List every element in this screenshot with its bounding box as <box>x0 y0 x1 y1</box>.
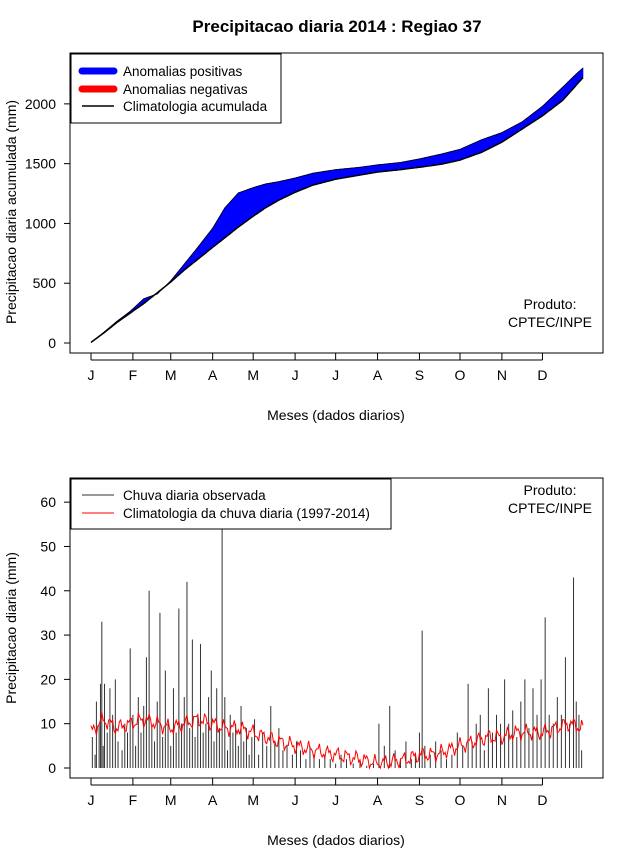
top-xtick-label: J <box>332 367 339 383</box>
top-xtick-label: O <box>455 367 466 383</box>
legend-label-observed: Chuva diaria observada <box>123 488 266 503</box>
climatology-daily-line <box>90 711 584 770</box>
legend-label-positive: Anomalias positivas <box>123 64 243 79</box>
legend-label-negative: Anomalias negativas <box>123 82 248 97</box>
legend-top: Anomalias positivas Anomalias negativas … <box>70 53 282 124</box>
top-xtick-label: F <box>129 367 138 383</box>
bottom-ytick-label: 0 <box>48 760 56 776</box>
cumulative-chart: 0 500 1000 1500 2000 J F M A M J J A S O N D Meses (dad… <box>3 52 604 423</box>
top-xtick-label: M <box>165 367 177 383</box>
top-ytick-label: 500 <box>33 275 57 291</box>
top-xtick-label: J <box>292 367 299 383</box>
legend-label-clim-daily: Climatologia da chuva diaria (1997-2014) <box>123 506 370 521</box>
bottom-xtick-label: J <box>332 792 339 808</box>
chart-title: Precipitacao diaria 2014 : Regiao 37 <box>192 17 481 36</box>
top-xtick-label: N <box>497 367 507 383</box>
legend-box-bottom <box>70 478 392 530</box>
bottom-ytick-label: 20 <box>40 671 56 687</box>
bottom-xtick-label: A <box>373 792 383 808</box>
bottom-ytick-label: 30 <box>40 627 56 643</box>
y-axis-bottom: 0 10 20 30 40 50 60 <box>40 494 70 776</box>
bottom-xtick-label: O <box>455 792 466 808</box>
plot-frame-top <box>69 52 604 354</box>
top-xtick-label: S <box>415 367 424 383</box>
bottom-xtick-label: M <box>165 792 177 808</box>
daily-rain-bars <box>91 524 583 768</box>
y-axis-top: 0 500 1000 1500 2000 <box>25 96 70 351</box>
climatology-cumulative-line <box>90 77 584 344</box>
x-axis-label-top: Meses (dados diarios) <box>267 407 405 423</box>
bottom-ytick-label: 60 <box>40 494 56 510</box>
top-xtick-label: A <box>208 367 218 383</box>
bottom-xtick-label: D <box>537 792 547 808</box>
bottom-xtick-label: J <box>88 792 95 808</box>
bottom-xtick-label: M <box>247 792 259 808</box>
top-ytick-label: 1000 <box>25 215 56 231</box>
bottom-xtick-label: J <box>292 792 299 808</box>
top-ytick-label: 2000 <box>25 96 56 112</box>
top-xtick-label: J <box>88 367 95 383</box>
legend-bottom: Chuva diaria observada Climatologia da c… <box>70 478 392 530</box>
legend-label-climatology: Climatologia acumulada <box>123 99 268 114</box>
y-axis-label-top: Precipitacao diaria acumulada (mm) <box>3 100 19 324</box>
watermark-top-line1: Produto: <box>524 296 577 312</box>
daily-chart: 0 10 20 30 40 50 60 J F M A M J J A S O N D Meses (dados … <box>3 477 604 848</box>
bottom-ytick-label: 50 <box>40 538 56 554</box>
x-axis-label-bottom: Meses (dados diarios) <box>267 832 405 848</box>
top-xtick-label: A <box>373 367 383 383</box>
bottom-xtick-label: S <box>415 792 424 808</box>
top-xtick-label: D <box>537 367 547 383</box>
top-ytick-label: 0 <box>48 335 56 351</box>
plot-frame-bottom <box>69 477 604 779</box>
y-axis-label-bottom: Precipitacao diaria (mm) <box>3 552 19 704</box>
top-ytick-label: 1500 <box>25 156 56 172</box>
watermark-bottom-line1: Produto: <box>524 482 577 498</box>
bottom-xtick-label: F <box>129 792 138 808</box>
observed-cumulative-line <box>90 67 584 343</box>
watermark-bottom-line2: CPTEC/INPE <box>508 500 592 516</box>
bottom-xtick-label: N <box>497 792 507 808</box>
bottom-ytick-label: 40 <box>40 583 56 599</box>
bottom-ytick-label: 10 <box>40 716 56 732</box>
watermark-top-line2: CPTEC/INPE <box>508 314 592 330</box>
bottom-xtick-label: A <box>208 792 218 808</box>
top-xtick-label: M <box>247 367 259 383</box>
